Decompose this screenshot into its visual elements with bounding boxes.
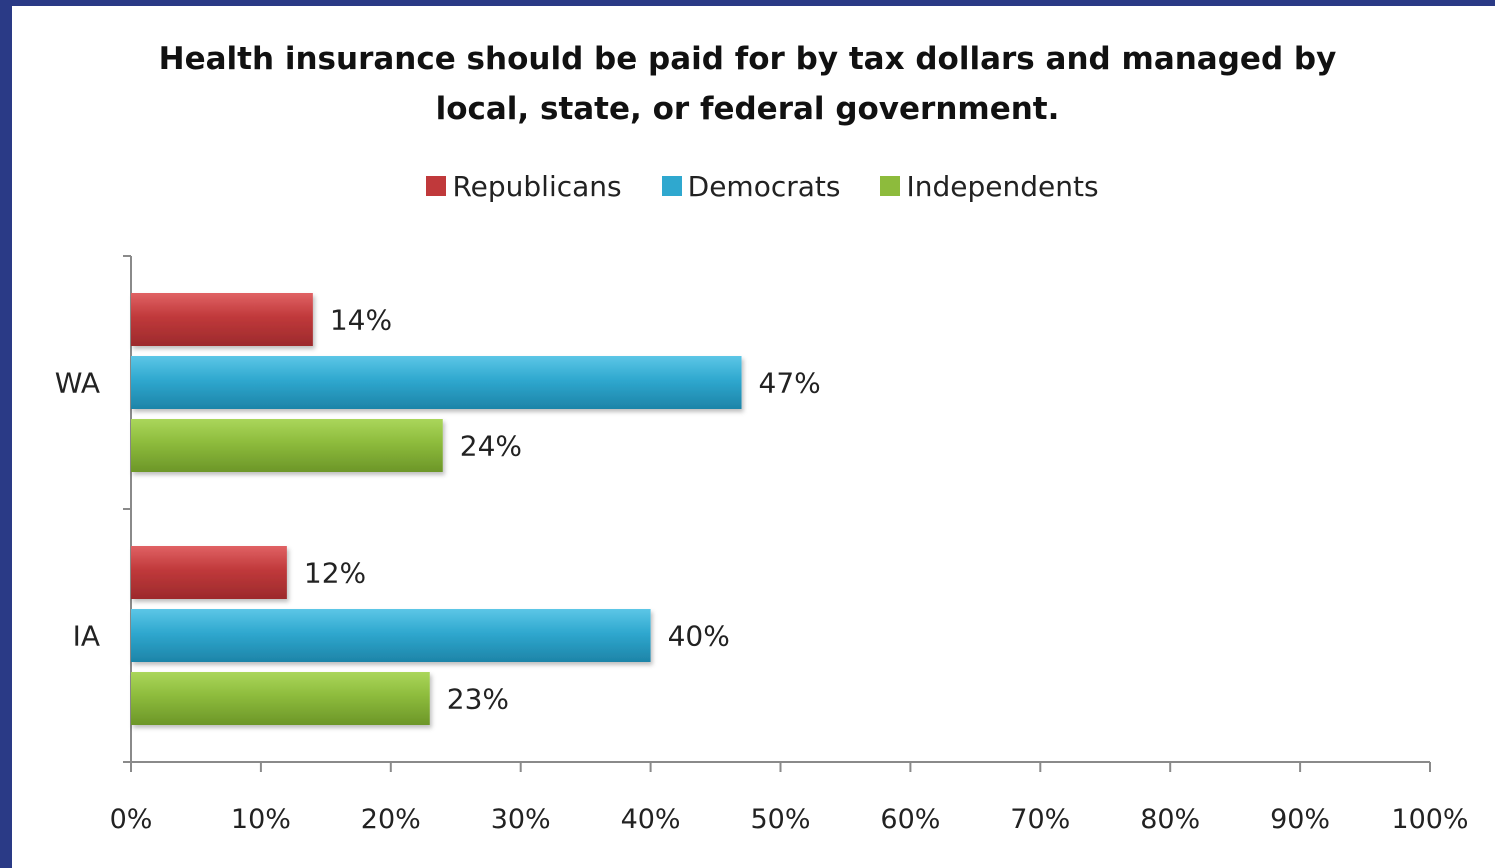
x-tick-label: 0% [110, 804, 153, 835]
category-label-wa: WA [55, 367, 100, 400]
legend-label-republicans: Republicans [452, 169, 622, 203]
x-tick-label: 30% [491, 804, 551, 835]
legend-swatch-republicans [426, 176, 447, 196]
data-label-wa-republicans: 14% [330, 304, 392, 337]
bar-wa-independents [131, 419, 443, 472]
data-label-ia-republicans: 12% [304, 557, 366, 590]
legend-label-democrats: Democrats [687, 169, 841, 203]
bar-wa-democrats [131, 356, 742, 409]
x-tick-label: 70% [1010, 804, 1070, 835]
x-tick-label: 40% [621, 804, 681, 835]
x-tick-label: 50% [750, 804, 810, 835]
bar-ia-republicans [131, 546, 287, 599]
data-label-wa-democrats: 47% [759, 367, 821, 400]
data-label-ia-independents: 23% [447, 683, 509, 716]
x-tick-label: 90% [1270, 804, 1330, 835]
chart-title-line-2: local, state, or federal government. [435, 91, 1060, 127]
legend-swatch-democrats [661, 176, 682, 196]
x-tick-label: 80% [1140, 804, 1200, 835]
x-tick-label: 10% [231, 804, 291, 835]
category-label-ia: IA [73, 620, 100, 653]
data-label-ia-democrats: 40% [668, 620, 730, 653]
x-tick-label: 20% [361, 804, 421, 835]
data-label-wa-independents: 24% [460, 430, 522, 463]
chart-title-line-1: Health insurance should be paid for by t… [158, 41, 1337, 77]
bar-ia-democrats [131, 609, 651, 662]
legend-item-republicans: Republicans [426, 169, 622, 203]
bar-ia-independents [131, 672, 430, 725]
legend-label-independents: Independents [906, 169, 1099, 203]
legend-item-independents: Independents [880, 169, 1099, 203]
chart-title: Health insurance should be paid for by t… [0, 34, 1495, 134]
legend-item-democrats: Democrats [661, 169, 841, 203]
x-tick-label: 60% [880, 804, 940, 835]
bar-wa-republicans [131, 293, 313, 346]
legend-swatch-independents [880, 176, 901, 196]
x-tick-label: 100% [1391, 804, 1468, 835]
chart-legend: Republicans Democrats Independents [0, 166, 1495, 206]
